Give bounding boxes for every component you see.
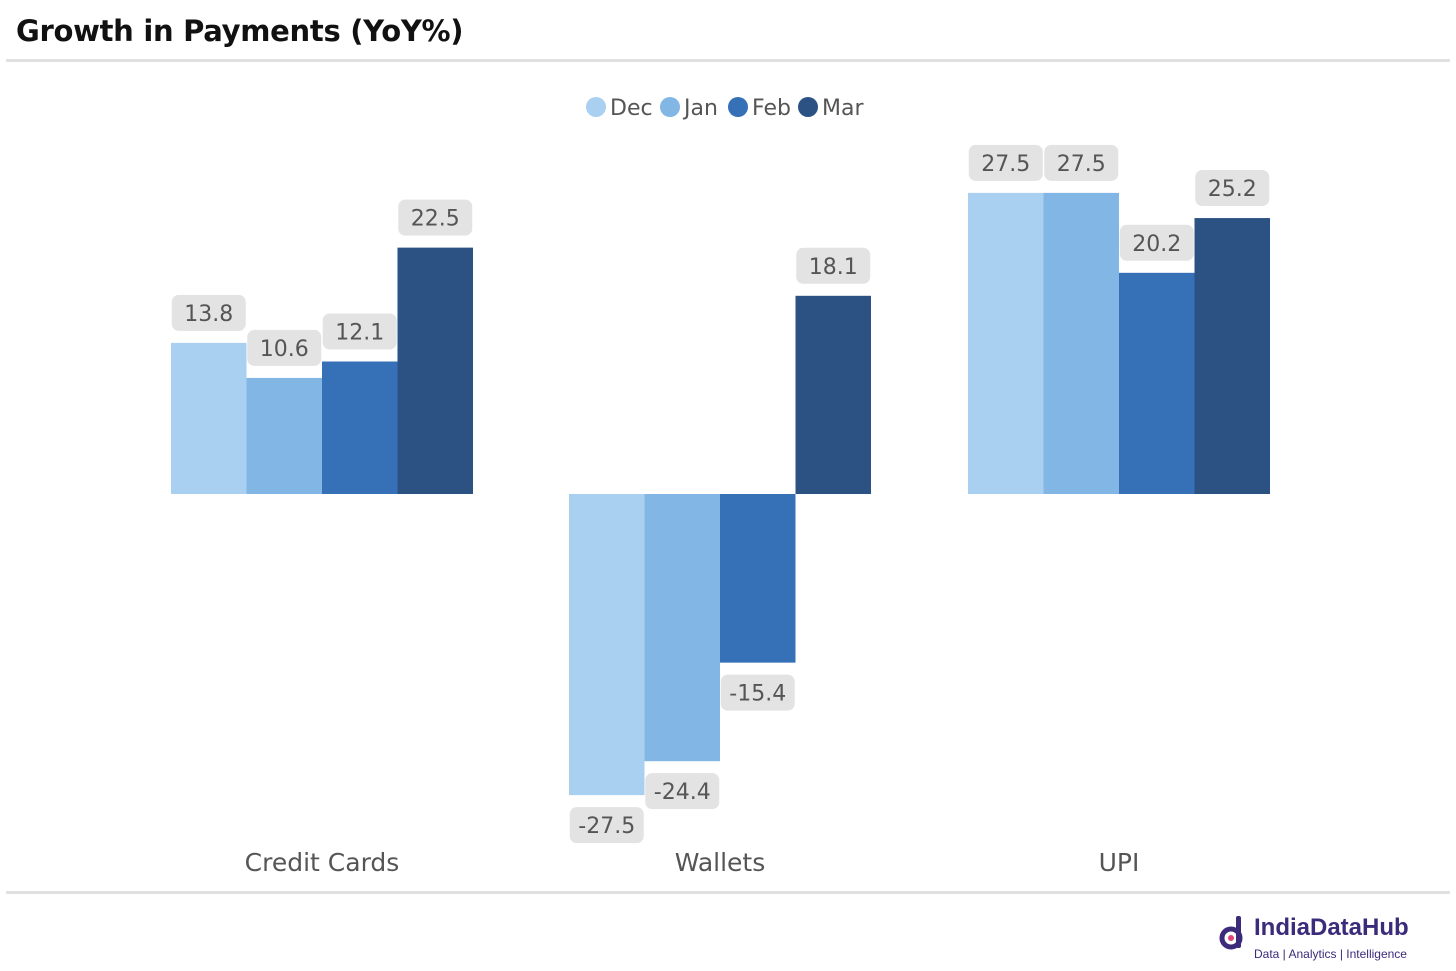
bar-credit-cards-dec bbox=[171, 342, 247, 494]
data-label-box-wallets-feb bbox=[720, 674, 795, 711]
brand-logo: IndiaDataHub Data | Analytics | Intellig… bbox=[1218, 908, 1448, 966]
bar-credit-cards-feb bbox=[322, 361, 398, 494]
bar-upi-jan bbox=[1043, 192, 1119, 494]
bar-wallets-feb bbox=[720, 494, 796, 663]
data-label-box-credit-cards-feb bbox=[322, 313, 397, 350]
brand-name: IndiaDataHub bbox=[1254, 914, 1409, 941]
category-label-wallets: Wallets bbox=[675, 848, 766, 877]
top-divider bbox=[6, 59, 1450, 62]
legend-marker-feb bbox=[728, 97, 748, 117]
data-label-box-credit-cards-mar bbox=[398, 199, 473, 236]
data-label-credit-cards-dec: 13.8 bbox=[184, 302, 233, 327]
bar-upi-feb bbox=[1119, 272, 1195, 494]
legend-label-dec: Dec bbox=[610, 96, 653, 121]
category-label-credit-cards: Credit Cards bbox=[245, 848, 400, 877]
bar-credit-cards-jan bbox=[246, 377, 322, 494]
bar-chart: Dec Jan Feb Mar 13.8 10.6 12.1 22.5 Credit Cards… bbox=[171, 96, 1270, 877]
brand-mark-icon bbox=[1219, 916, 1243, 950]
data-label-box-upi-jan bbox=[1044, 144, 1119, 181]
data-label-wallets-dec: -27.5 bbox=[578, 814, 635, 839]
data-label-box-wallets-jan bbox=[645, 773, 720, 810]
data-label-box-wallets-dec bbox=[569, 807, 644, 844]
legend-label-feb: Feb bbox=[752, 96, 791, 121]
bottom-divider bbox=[6, 891, 1450, 894]
data-label-credit-cards-mar: 22.5 bbox=[411, 207, 460, 232]
data-label-wallets-mar: 18.1 bbox=[809, 255, 858, 280]
data-label-upi-dec: 27.5 bbox=[981, 152, 1030, 177]
bar-upi-dec bbox=[968, 192, 1044, 494]
legend-marker-jan bbox=[660, 97, 680, 117]
data-label-box-upi-mar bbox=[1195, 170, 1270, 207]
data-label-upi-jan: 27.5 bbox=[1057, 152, 1106, 177]
legend-label-jan: Jan bbox=[682, 96, 718, 121]
category-label-upi: UPI bbox=[1099, 848, 1140, 877]
data-label-box-credit-cards-jan bbox=[247, 329, 322, 366]
data-label-wallets-jan: -24.4 bbox=[654, 780, 711, 805]
data-label-credit-cards-jan: 10.6 bbox=[260, 337, 309, 362]
data-label-credit-cards-feb: 12.1 bbox=[335, 321, 384, 346]
brand-tagline: Data | Analytics | Intelligence bbox=[1254, 947, 1407, 961]
bar-wallets-jan bbox=[644, 494, 720, 762]
data-label-wallets-feb: -15.4 bbox=[729, 682, 786, 707]
bar-upi-mar bbox=[1194, 218, 1270, 494]
chart-title: Growth in Payments (YoY%) bbox=[16, 14, 464, 48]
data-label-box-upi-feb bbox=[1119, 224, 1194, 261]
legend-marker-mar bbox=[798, 97, 818, 117]
legend-label-mar: Mar bbox=[822, 96, 864, 121]
legend-marker-dec bbox=[586, 97, 606, 117]
bar-wallets-mar bbox=[795, 295, 871, 494]
bar-wallets-dec bbox=[569, 494, 645, 796]
bar-credit-cards-mar bbox=[397, 247, 473, 494]
data-label-upi-mar: 25.2 bbox=[1208, 177, 1257, 202]
data-label-box-wallets-mar bbox=[796, 247, 871, 284]
data-label-box-credit-cards-dec bbox=[171, 294, 246, 331]
data-label-box-upi-dec bbox=[968, 144, 1043, 181]
data-label-upi-feb: 20.2 bbox=[1132, 232, 1181, 257]
